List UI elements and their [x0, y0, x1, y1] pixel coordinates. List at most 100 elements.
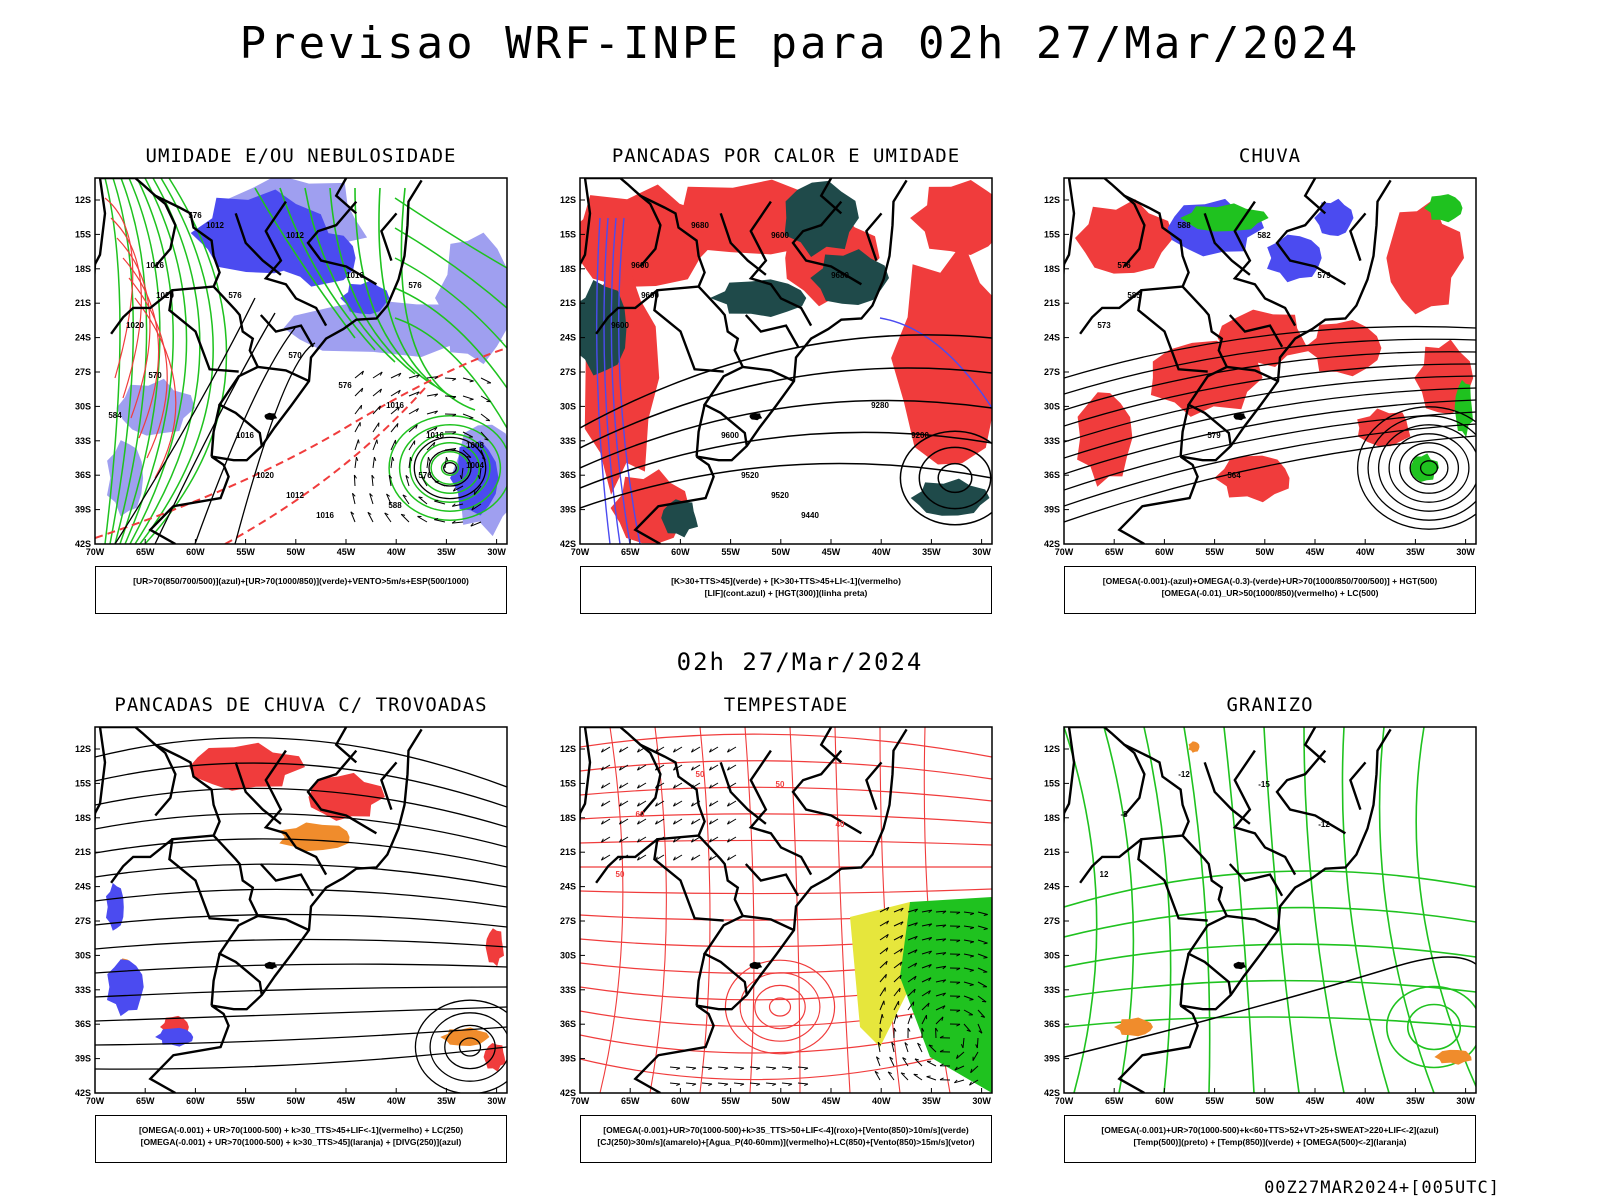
contour-label: 564 — [1227, 471, 1241, 480]
contour-label: 9600 — [611, 321, 629, 330]
lon-tick-label: 30W — [1456, 547, 1475, 557]
lon-tick-label: 55W — [1205, 1096, 1224, 1106]
contour-label: 576 — [418, 471, 432, 480]
legend-line: [OMEGA(-0.01)_UR>50(1000/850)(vermelho) … — [1161, 588, 1379, 598]
legend-line: [Temp(500)](preto) + [Temp(850)](verde) … — [1133, 1137, 1407, 1147]
lat-tick-label: 39S — [75, 1054, 91, 1064]
lat-tick-label: 42S — [75, 539, 91, 549]
lon-tick-label: 35W — [437, 547, 456, 557]
legend-box: [OMEGA(-0.001)+UR>70(1000-500)+k>35_TTS>… — [580, 1115, 992, 1163]
lat-tick-label: 27S — [560, 367, 576, 377]
legend-line: [OMEGA(-0.001) + UR>70(1000-500) + k>30_… — [138, 1125, 464, 1135]
lon-tick-label: 45W — [822, 1096, 841, 1106]
lon-tick-label: 30W — [972, 547, 991, 557]
lon-tick-label: 65W — [621, 547, 640, 557]
lon-tick-label: 40W — [872, 547, 891, 557]
contour-label: 579 — [1207, 431, 1221, 440]
lon-tick-label: 55W — [236, 547, 255, 557]
lon-tick-label: 50W — [287, 547, 306, 557]
legend-box: [K>30+TTS>45](verde) + [K>30+TTS>45+LI<-… — [580, 566, 992, 614]
weather-map: 588 582 579 576 573 585 579 564 12S 15S 18S 21S 24S 2… — [1044, 177, 1477, 557]
lat-tick-label: 33S — [560, 436, 576, 446]
weather-map: 50 50 40 60 50 12S 15S 18S 21S 24S 27S 30S 33S 36S 39S… — [560, 726, 993, 1106]
contour-label: 9680 — [831, 271, 849, 280]
lat-tick-label: 30S — [560, 950, 576, 960]
lon-tick-label: 65W — [136, 1096, 155, 1106]
contour-label: 9600 — [641, 291, 659, 300]
lon-tick-label: 30W — [487, 1096, 506, 1106]
contour-label: 576 — [338, 381, 352, 390]
lon-tick-label: 40W — [387, 1096, 406, 1106]
lon-tick-label: 35W — [1406, 1096, 1425, 1106]
contour-label: 9200 — [911, 431, 929, 440]
panel-title: CHUVA — [1238, 145, 1302, 167]
lat-tick-label: 12S — [75, 195, 91, 205]
lon-tick-label: 50W — [772, 1096, 791, 1106]
lat-tick-label: 18S — [560, 813, 576, 823]
lat-tick-label: 39S — [1044, 1054, 1060, 1064]
lon-tick-label: 65W — [1105, 547, 1124, 557]
contour-label: 588 — [1177, 221, 1191, 230]
lat-tick-label: 21S — [75, 847, 91, 857]
lon-tick-label: 70W — [1055, 547, 1074, 557]
lon-tick-label: 60W — [186, 1096, 205, 1106]
lat-tick-label: 24S — [1044, 333, 1060, 343]
lon-tick-label: 50W — [1256, 1096, 1275, 1106]
contour-label: 576 — [228, 291, 242, 300]
weather-map: 1012 1012 1016 1016 1020 1020 1016 1020 1012 1016… — [75, 177, 508, 557]
lon-tick-label: 35W — [437, 1096, 456, 1106]
contour-label: 9600 — [721, 431, 739, 440]
lon-tick-label: 45W — [337, 547, 356, 557]
contour-label: 582 — [1257, 231, 1271, 240]
lon-tick-label: 30W — [1456, 1096, 1475, 1106]
contour-label: 9440 — [801, 511, 819, 520]
lat-tick-label: 30S — [1044, 401, 1060, 411]
lat-tick-label: 36S — [560, 1019, 576, 1029]
contour-label: 573 — [1097, 321, 1111, 330]
lat-tick-label: 30S — [1044, 950, 1060, 960]
lon-tick-label: 70W — [571, 1096, 590, 1106]
contour-label: 1004 — [466, 461, 484, 470]
contour-label: 40 — [836, 820, 845, 829]
contour-label: 1016 — [236, 431, 254, 440]
lat-tick-label: 27S — [75, 367, 91, 377]
lat-tick-label: 36S — [560, 470, 576, 480]
contour-label: 50 — [696, 770, 705, 779]
lon-tick-label: 45W — [822, 547, 841, 557]
lat-tick-label: 36S — [75, 470, 91, 480]
contour-label: 1012 — [286, 231, 304, 240]
legend-line: [UR>70(850/700/500)](azul)+[UR>70(1000/8… — [133, 576, 469, 586]
contour-label: 576 — [408, 281, 422, 290]
lon-tick-label: 50W — [287, 1096, 306, 1106]
lat-tick-label: 42S — [560, 539, 576, 549]
lat-tick-label: 15S — [75, 229, 91, 239]
lat-tick-label: 12S — [75, 744, 91, 754]
contour-label: 9600 — [771, 231, 789, 240]
contour-label: 1008 — [466, 441, 484, 450]
contour-label: 1016 — [386, 401, 404, 410]
legend-line: [OMEGA(-0.001)+UR>70(1000-500)+k>35_TTS>… — [603, 1125, 969, 1135]
lat-tick-label: 27S — [560, 916, 576, 926]
lon-tick-label: 60W — [671, 547, 690, 557]
lon-tick-label: 40W — [1356, 547, 1375, 557]
lat-tick-label: 39S — [75, 505, 91, 515]
lat-tick-label: 33S — [1044, 436, 1060, 446]
lat-tick-label: 15S — [1044, 778, 1060, 788]
lat-tick-label: 24S — [75, 333, 91, 343]
lon-tick-label: 45W — [337, 1096, 356, 1106]
lon-tick-label: 70W — [86, 1096, 105, 1106]
panel-title: UMIDADE E/OU NEBULOSIDADE — [145, 145, 457, 167]
contour-label: 9680 — [691, 221, 709, 230]
lat-tick-label: 21S — [1044, 847, 1060, 857]
lon-tick-label: 60W — [1155, 547, 1174, 557]
lon-tick-label: 35W — [1406, 547, 1425, 557]
lat-tick-label: 27S — [75, 916, 91, 926]
middle-date: 02h 27/Mar/2024 — [676, 648, 924, 676]
lat-tick-label: 12S — [560, 744, 576, 754]
contour-label: 1016 — [146, 261, 164, 270]
lat-tick-label: 18S — [1044, 813, 1060, 823]
lat-tick-label: 15S — [75, 778, 91, 788]
lat-tick-label: 42S — [1044, 539, 1060, 549]
legend-line: [OMEGA(-0.001) + UR>70(1000-500) + k>30_… — [140, 1137, 462, 1147]
lon-tick-label: 50W — [1256, 547, 1275, 557]
